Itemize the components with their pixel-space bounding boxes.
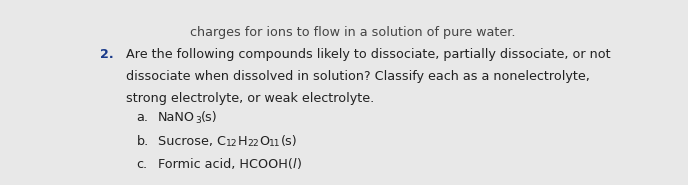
Text: Are the following compounds likely to dissociate, partially dissociate, or not: Are the following compounds likely to di…: [126, 48, 611, 61]
Text: NaNO: NaNO: [158, 111, 195, 124]
Text: O: O: [259, 135, 269, 148]
Text: 3: 3: [195, 115, 201, 125]
Text: b.: b.: [137, 135, 149, 148]
Text: l: l: [293, 158, 297, 171]
Text: strong electrolyte, or weak electrolyte.: strong electrolyte, or weak electrolyte.: [126, 92, 374, 105]
Text: charges for ions to flow in a solution of pure water.: charges for ions to flow in a solution o…: [190, 26, 515, 39]
Text: 12: 12: [226, 139, 237, 148]
Text: Sucrose, C: Sucrose, C: [158, 135, 226, 148]
Text: dissociate when dissolved in solution? Classify each as a nonelectrolyte,: dissociate when dissolved in solution? C…: [126, 70, 590, 83]
Text: 11: 11: [269, 139, 281, 148]
Text: a.: a.: [137, 111, 149, 124]
Text: H: H: [237, 135, 247, 148]
Text: (s): (s): [281, 135, 297, 148]
Text: Formic acid, HCOOH(: Formic acid, HCOOH(: [158, 158, 293, 171]
Text: (s): (s): [201, 111, 217, 124]
Text: 22: 22: [247, 139, 259, 148]
Text: ): ): [297, 158, 301, 171]
Text: 2.: 2.: [100, 48, 114, 61]
Text: c.: c.: [137, 158, 148, 171]
